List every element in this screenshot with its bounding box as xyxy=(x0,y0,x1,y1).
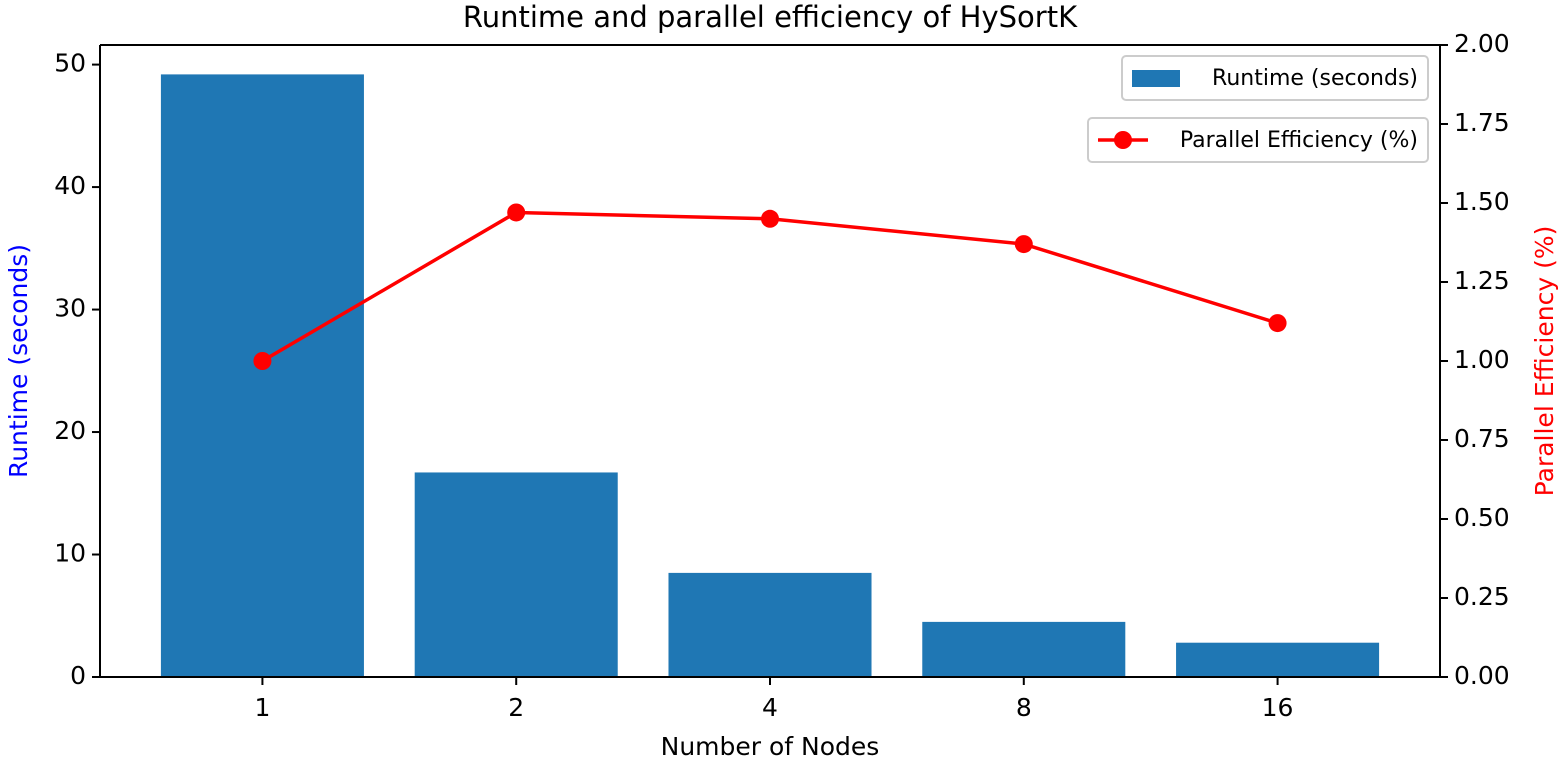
x-axis-label: Number of Nodes xyxy=(661,732,880,761)
legend-swatch xyxy=(1114,131,1132,149)
x-tick-label: 1 xyxy=(254,693,270,722)
legend-label: Runtime (seconds) xyxy=(1212,66,1418,91)
point xyxy=(253,352,272,370)
y-tick-label: 50 xyxy=(54,49,86,78)
x-tick-label: 2 xyxy=(508,693,524,722)
y2-tick-label: 0.25 xyxy=(1454,582,1510,611)
y-tick-label: 20 xyxy=(54,416,86,445)
point xyxy=(507,203,526,222)
bar xyxy=(1176,642,1380,677)
y2-tick-label: 1.50 xyxy=(1454,187,1510,216)
y-tick-label: 10 xyxy=(54,539,86,568)
y-tick-label: 30 xyxy=(54,294,86,323)
y-tick-label: 0 xyxy=(70,661,86,690)
chart-title: Runtime and parallel efficiency of HySor… xyxy=(463,0,1078,34)
bar xyxy=(668,572,872,677)
point xyxy=(1268,314,1287,333)
point xyxy=(761,209,779,228)
line xyxy=(261,210,1279,363)
y2-tick-label: 1.25 xyxy=(1454,266,1510,295)
legend-swatch xyxy=(1132,70,1180,87)
x-tick-label: 16 xyxy=(1262,693,1294,722)
y2-axis-label: Parallel Efficiency (%) xyxy=(1530,226,1559,497)
bar xyxy=(922,621,1126,677)
point xyxy=(1014,235,1033,254)
y2-tick-label: 0.00 xyxy=(1454,661,1510,690)
bar xyxy=(414,472,618,677)
y2-tick-label: 2.00 xyxy=(1454,29,1510,58)
y2-tick-label: 1.75 xyxy=(1454,108,1510,137)
y-axis-label: Runtime (seconds) xyxy=(4,244,33,478)
y-tick-label: 40 xyxy=(54,171,86,200)
legend-box xyxy=(1087,117,1429,163)
legend-box xyxy=(1121,55,1429,101)
legend-label: Parallel Efficiency (%) xyxy=(1180,128,1418,153)
y2-tick-label: 1.00 xyxy=(1454,345,1510,374)
bar xyxy=(160,74,364,678)
x-tick-label: 8 xyxy=(1016,693,1032,722)
x-tick-label: 4 xyxy=(762,693,778,722)
y2-tick-label: 0.75 xyxy=(1454,424,1510,453)
y2-tick-label: 0.50 xyxy=(1454,503,1510,532)
